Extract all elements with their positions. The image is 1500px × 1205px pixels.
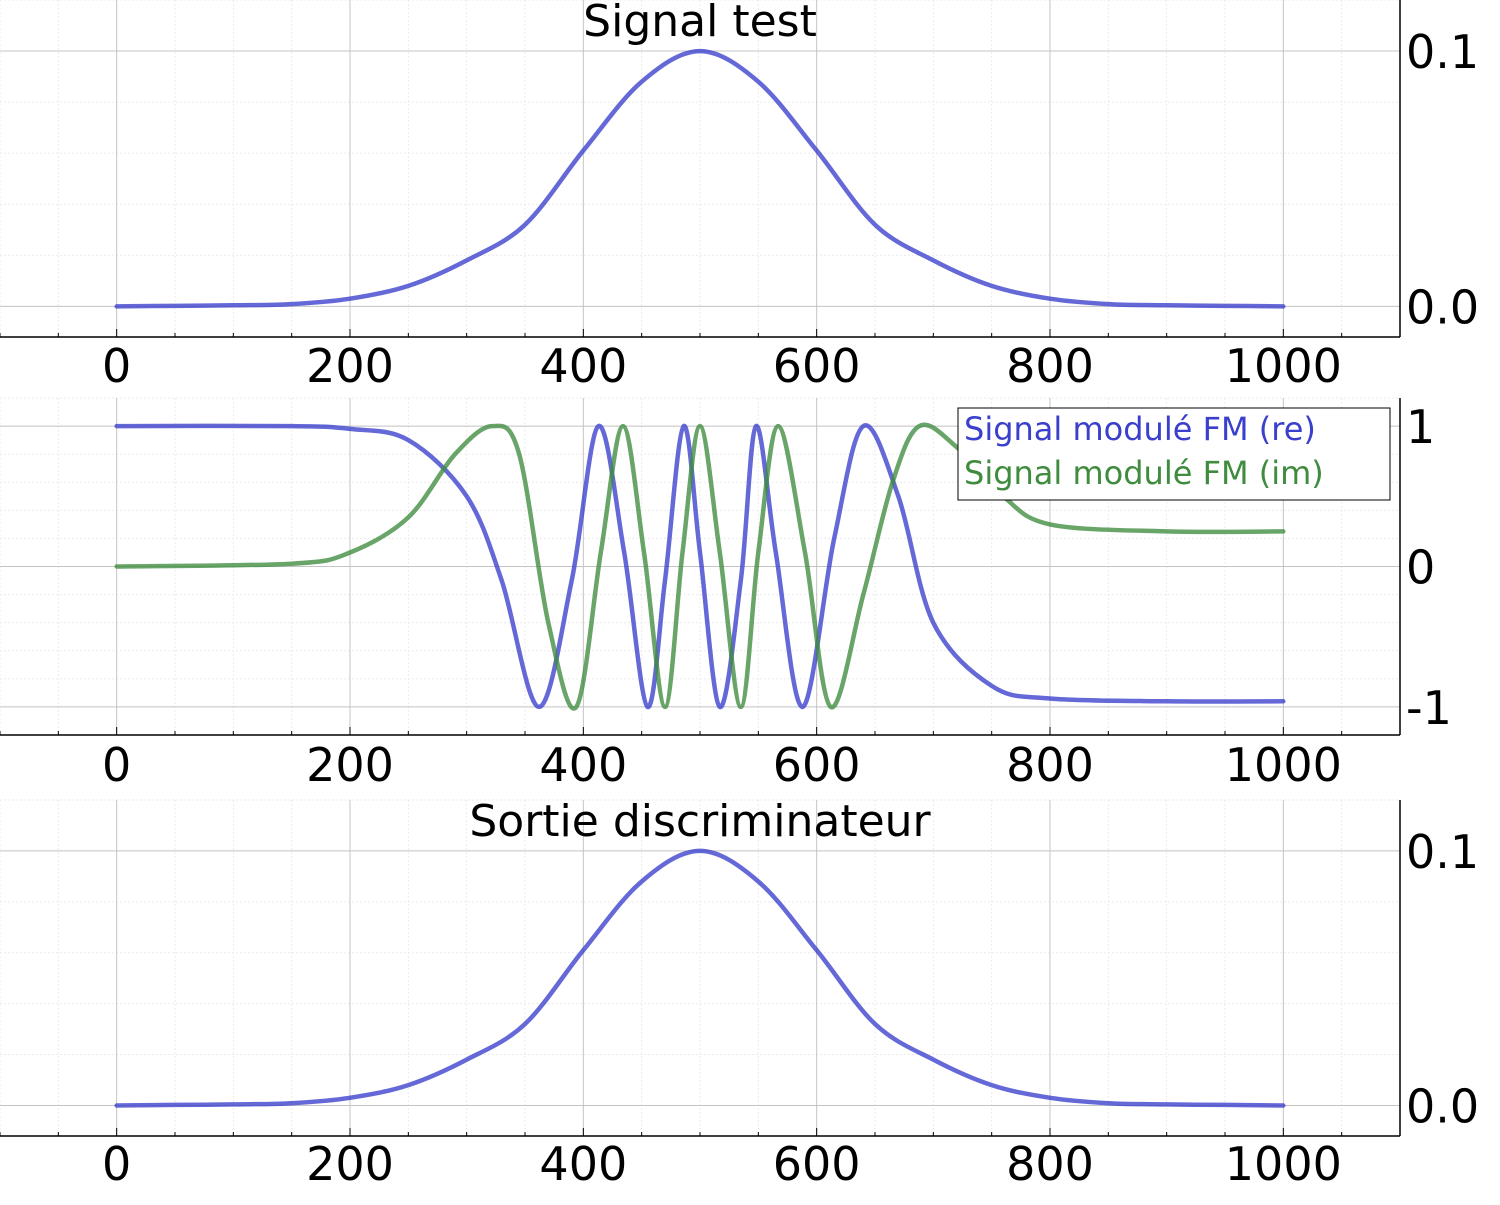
x-tick-label: 800 bbox=[1006, 339, 1094, 393]
y-tick-label: 0.1 bbox=[1406, 25, 1479, 79]
x-tick-label: 200 bbox=[306, 1137, 394, 1191]
chart-title: Sortie discriminateur bbox=[469, 796, 931, 847]
y-tick-label: 1 bbox=[1406, 400, 1435, 454]
chart-panel-2: 0 200 400 600 800 1000 -1 0 1 Signal modulé FM (r… bbox=[0, 398, 1452, 792]
x-tick-label: 0 bbox=[102, 339, 131, 393]
y-tick-label: 0 bbox=[1406, 541, 1435, 595]
x-tick-label: 600 bbox=[773, 339, 861, 393]
x-tick-label: 1000 bbox=[1225, 1137, 1342, 1191]
x-tick-label: 1000 bbox=[1225, 738, 1342, 792]
chart-panel-1: 0 200 400 600 800 1000 0.0 0.1 Signal test bbox=[0, 0, 1479, 393]
y-tick-label: 0.1 bbox=[1406, 825, 1479, 879]
legend-entry: Signal modulé FM (im) bbox=[964, 454, 1324, 492]
x-tick-label: 0 bbox=[102, 1137, 131, 1191]
x-tick-label: 800 bbox=[1006, 1137, 1094, 1191]
x-tick-label: 600 bbox=[773, 738, 861, 792]
x-tick-label: 400 bbox=[539, 1137, 627, 1191]
legend-entry: Signal modulé FM (re) bbox=[964, 410, 1316, 448]
legend: Signal modulé FM (re) Signal modulé FM (i… bbox=[958, 408, 1390, 500]
x-tick-label: 200 bbox=[306, 738, 394, 792]
chart-title: Signal test bbox=[583, 0, 817, 47]
x-tick-label: 0 bbox=[102, 738, 131, 792]
x-tick-label: 600 bbox=[773, 1137, 861, 1191]
y-tick-label: -1 bbox=[1406, 681, 1452, 735]
x-tick-label: 800 bbox=[1006, 738, 1094, 792]
x-tick-label: 400 bbox=[539, 738, 627, 792]
x-tick-label: 400 bbox=[539, 339, 627, 393]
chart-panel-3: 0 200 400 600 800 1000 0.0 0.1 Sortie discrimina… bbox=[0, 796, 1479, 1191]
x-tick-label: 200 bbox=[306, 339, 394, 393]
y-tick-label: 0.0 bbox=[1406, 280, 1479, 334]
y-tick-label: 0.0 bbox=[1406, 1079, 1479, 1133]
x-tick-label: 1000 bbox=[1225, 339, 1342, 393]
